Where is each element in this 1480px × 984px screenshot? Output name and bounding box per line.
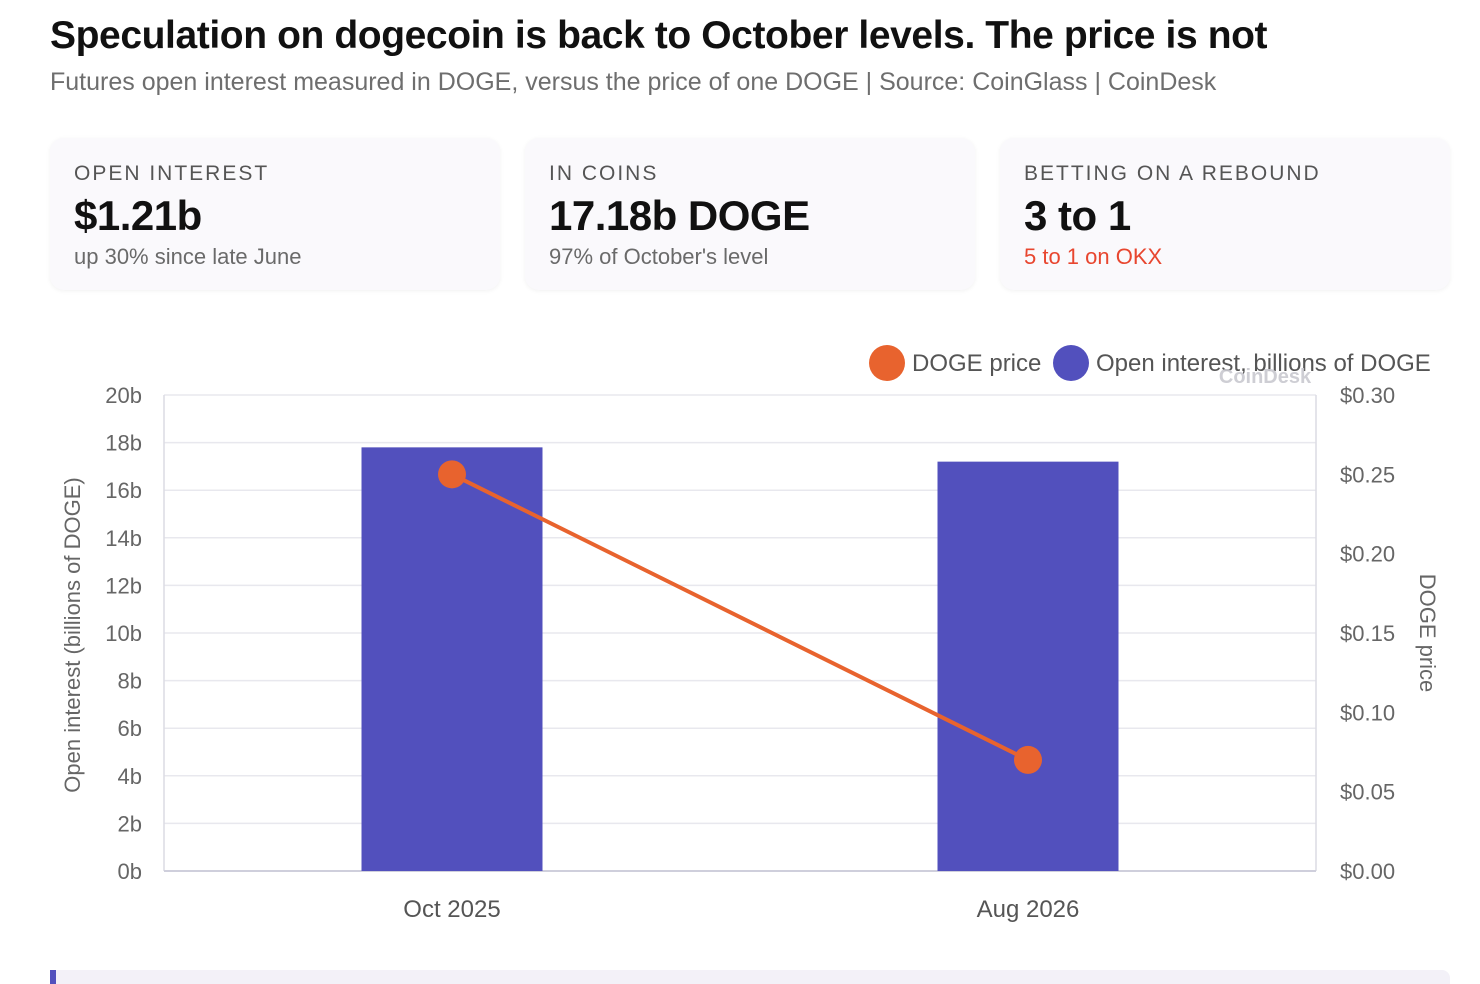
y-left-tick-label: 8b [118,669,142,694]
y-right-axis-title: DOGE price [1415,574,1440,693]
stat-cards: OPEN INTEREST $1.21b up 30% since late J… [50,138,1450,290]
stat-card-value: $1.21b [74,192,202,239]
y-right-tick-label: $0.30 [1340,383,1395,408]
y-left-tick-label: 18b [105,431,142,456]
price-point [438,460,466,489]
bar-open-interest [361,447,543,871]
price-line [450,472,1030,762]
stat-card-label: IN COINS [549,162,659,185]
y-right-tick-label: $0.15 [1340,621,1395,646]
y-left-tick-label: 4b [118,764,142,789]
legend-swatch [869,345,905,381]
stat-card-label: BETTING ON A REBOUND [1024,162,1321,185]
y-right-tick-label: $0.05 [1340,780,1395,805]
y-left-tick-label: 0b [118,859,142,884]
y-left-axis-title: Open interest (billions of DOGE) [60,477,85,792]
y-right-tick-label: $0.00 [1340,859,1395,884]
stat-card-open-interest: OPEN INTEREST $1.21b up 30% since late J… [50,138,500,290]
y-left-tick-label: 10b [105,621,142,646]
price-point [1014,745,1042,774]
x-tick-label: Aug 2026 [977,896,1080,923]
y-right-tick-label: $0.25 [1340,462,1395,487]
coindesk-watermark: CoinDesk [1219,366,1312,388]
legend-label: Open interest, billions of DOGE [1096,350,1431,377]
bar-open-interest [937,461,1119,871]
stat-card-in-coins: IN COINS 17.18b DOGE 97% of October's le… [525,138,975,290]
y-left-tick-label: 2b [118,811,142,836]
y-left-tick-label: 20b [105,383,142,408]
stat-card-note: 97% of October's level [549,244,769,269]
stat-card-rebound: BETTING ON A REBOUND 3 to 1 5 to 1 on OK… [1000,138,1450,290]
next-section-accent [50,970,56,984]
stat-card-value: 3 to 1 [1024,192,1131,239]
x-tick-label: Oct 2025 [403,896,500,923]
y-right-tick-label: $0.20 [1340,542,1395,567]
stat-card-note: 5 to 1 on OKX [1024,244,1163,269]
y-left-tick-label: 6b [118,716,142,741]
y-left-tick-label: 14b [105,526,142,551]
stat-card-value: 17.18b DOGE [549,192,810,239]
legend-swatch [1053,345,1089,381]
stat-card-note: up 30% since late June [74,244,302,269]
chart-title: Speculation on dogecoin is back to Octob… [50,14,1268,57]
combo-chart: 20b 18b 16b 14b 12b 10b 8b 6b 4b 2b 0b $0.30 $0.25 $0… [60,345,1440,923]
chart-subtitle: Futures open interest measured in DOGE, … [50,68,1217,96]
legend-label: DOGE price [912,350,1041,377]
stat-card-label: OPEN INTEREST [74,162,270,185]
y-left-tick-label: 12b [105,573,142,598]
y-right-tick-label: $0.10 [1340,700,1395,725]
next-section-edge [50,970,1450,984]
y-left-tick-label: 16b [105,478,142,503]
